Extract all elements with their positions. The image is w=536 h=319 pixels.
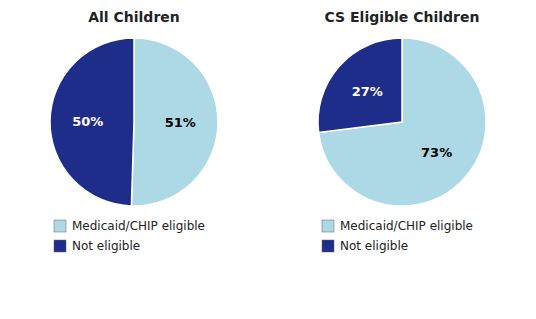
chart-root: All Children 51% 50% Medicaid/CHIP eligible… — [0, 0, 536, 319]
legend-entry: Medicaid/CHIP eligible — [72, 219, 205, 233]
data-label: 50% — [72, 114, 103, 129]
chart-title: CS Eligible Children — [325, 9, 480, 25]
legend-entry: Medicaid/CHIP eligible — [340, 219, 473, 233]
pie-slice — [131, 38, 218, 206]
pie-chart: All Children 51% 50% Medicaid/CHIP eligible… — [50, 9, 218, 253]
pie-chart: CS Eligible Children 73% 27% Medicaid/CHIP … — [318, 9, 486, 253]
pie-slice — [50, 38, 134, 206]
data-label: 51% — [165, 115, 196, 130]
legend-swatch — [322, 240, 334, 252]
chart-title: All Children — [88, 9, 180, 25]
legend-entry: Not eligible — [340, 239, 408, 253]
legend-swatch — [54, 220, 66, 232]
legend: Medicaid/CHIP eligible Not eligible — [322, 219, 473, 253]
legend-entry: Not eligible — [72, 239, 140, 253]
data-label: 73% — [421, 145, 452, 160]
legend-swatch — [322, 220, 334, 232]
pie-slice — [319, 38, 486, 206]
slices — [318, 38, 486, 206]
pie-slice — [318, 38, 402, 133]
data-label: 27% — [352, 84, 383, 99]
legend-swatch — [54, 240, 66, 252]
slices — [50, 38, 218, 206]
legend: Medicaid/CHIP eligible Not eligible — [54, 219, 205, 253]
